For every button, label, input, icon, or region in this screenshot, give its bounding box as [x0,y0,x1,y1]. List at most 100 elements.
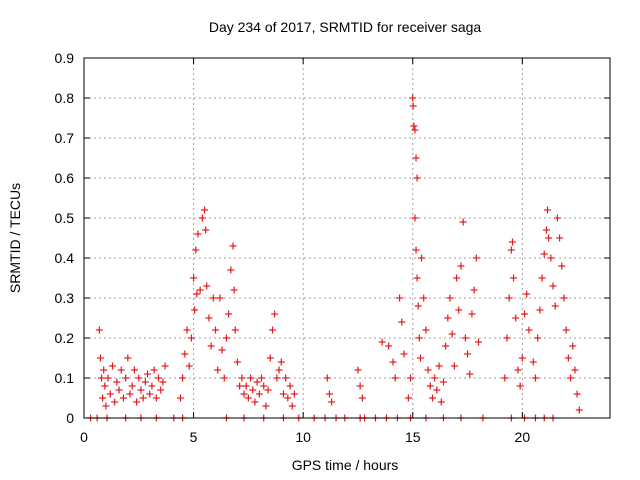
data-point [396,294,404,302]
data-point [95,326,103,334]
y-axis-label: SRMTID / TECUs [7,183,23,293]
x-tick-label: 0 [80,429,88,445]
data-point [260,382,268,390]
data-point [157,386,165,394]
y-tick-label: 0.2 [55,330,75,346]
data-point [233,358,241,366]
data-point [412,246,420,254]
data-point [453,274,461,282]
data-point [391,374,399,382]
y-tick-label: 0.7 [55,130,75,146]
data-point [564,354,572,362]
data-point [242,382,250,390]
data-point [410,122,418,130]
data-point [124,354,132,362]
data-point [253,378,261,386]
data-point [286,382,294,390]
x-axis-label: GPS time / hours [292,457,399,473]
data-point [560,294,568,302]
data-point [244,394,252,402]
data-point [385,342,393,350]
data-point [133,398,141,406]
data-point [426,382,434,390]
data-point [179,374,187,382]
data-point [446,294,454,302]
x-tick-label: 20 [515,429,531,445]
data-point [556,234,564,242]
data-point [268,326,276,334]
data-point [141,378,149,386]
data-point [196,286,204,294]
data-point [323,374,331,382]
data-points [87,94,583,422]
data-point [455,306,463,314]
data-point [119,394,127,402]
data-point [161,362,169,370]
data-point [325,390,333,398]
data-point [113,378,121,386]
data-point [216,294,224,302]
y-tick-label: 0 [66,410,74,426]
data-point [198,214,206,222]
data-point [409,102,417,110]
data-point [439,378,447,386]
y-tick-label: 0.9 [55,50,75,66]
data-point [128,382,136,390]
data-point [108,362,116,370]
data-point [437,398,445,406]
data-point [547,254,555,262]
data-point [540,250,548,258]
data-point [545,234,553,242]
data-point [424,366,432,374]
data-point [159,378,167,386]
data-point [271,310,279,318]
data-point [262,402,270,410]
data-point [282,374,290,382]
data-point [505,294,513,302]
data-point [185,362,193,370]
data-point [415,334,423,342]
data-point [190,274,198,282]
data-point [207,342,215,350]
data-point [409,94,417,102]
data-point [192,246,200,254]
data-point [222,334,230,342]
data-point [475,338,482,346]
data-point [442,342,450,350]
data-point [258,374,266,382]
data-point [378,338,386,346]
data-point [510,274,518,282]
data-point [418,254,426,262]
data-point [100,366,108,374]
data-point [117,366,125,374]
data-point [428,394,436,402]
data-point [284,394,292,402]
data-point [202,226,210,234]
data-point [534,334,542,342]
data-point [231,326,239,334]
data-point [255,390,263,398]
data-point [567,374,575,382]
data-point [152,394,160,402]
data-point [146,390,154,398]
data-point [98,374,106,382]
y-tick-label: 0.3 [55,290,75,306]
data-point [457,262,465,270]
data-point [273,374,281,382]
data-point [538,274,546,282]
data-point [96,354,104,362]
y-tick-label: 0.4 [55,250,75,266]
x-tick-labels: 0 5 10 15 20 [80,429,530,445]
data-point [431,374,439,382]
data-point [102,402,110,410]
data-point [518,354,526,362]
data-point [562,326,570,334]
data-point [472,254,480,262]
data-point [466,370,474,378]
data-point [279,390,287,398]
data-point [422,326,430,334]
data-point [354,366,362,374]
data-point [214,366,222,374]
data-point [148,382,156,390]
